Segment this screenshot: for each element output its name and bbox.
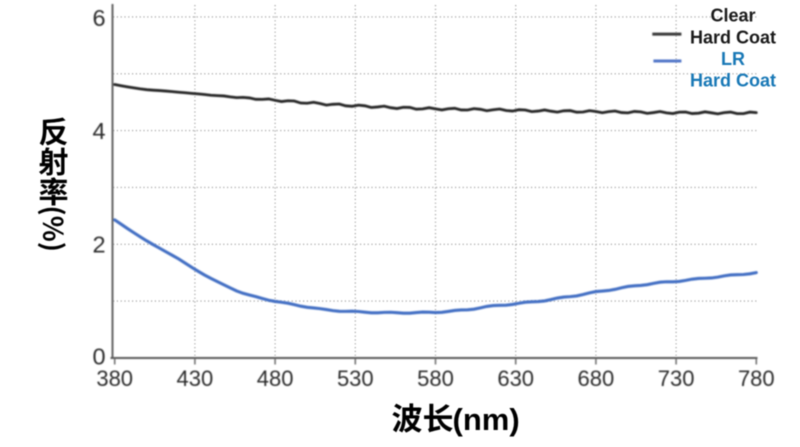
svg-text:730: 730 bbox=[658, 366, 695, 391]
svg-text:Hard Coat: Hard Coat bbox=[690, 27, 776, 47]
svg-text:2: 2 bbox=[92, 231, 105, 257]
svg-text:680: 680 bbox=[578, 366, 615, 391]
svg-text:Hard Coat: Hard Coat bbox=[690, 71, 776, 91]
svg-text:480: 480 bbox=[257, 366, 294, 391]
svg-text:430: 430 bbox=[177, 366, 214, 391]
svg-text:630: 630 bbox=[497, 366, 534, 391]
svg-text:Clear: Clear bbox=[710, 5, 755, 25]
svg-text:6: 6 bbox=[92, 5, 105, 31]
svg-text:580: 580 bbox=[417, 366, 454, 391]
svg-text:380: 380 bbox=[96, 366, 133, 391]
svg-text:4: 4 bbox=[92, 118, 105, 144]
svg-text:530: 530 bbox=[337, 366, 374, 391]
svg-text:(nm): (nm) bbox=[453, 402, 520, 437]
svg-text:LR: LR bbox=[721, 49, 745, 69]
svg-text:0: 0 bbox=[92, 343, 105, 369]
svg-text:780: 780 bbox=[738, 366, 775, 391]
